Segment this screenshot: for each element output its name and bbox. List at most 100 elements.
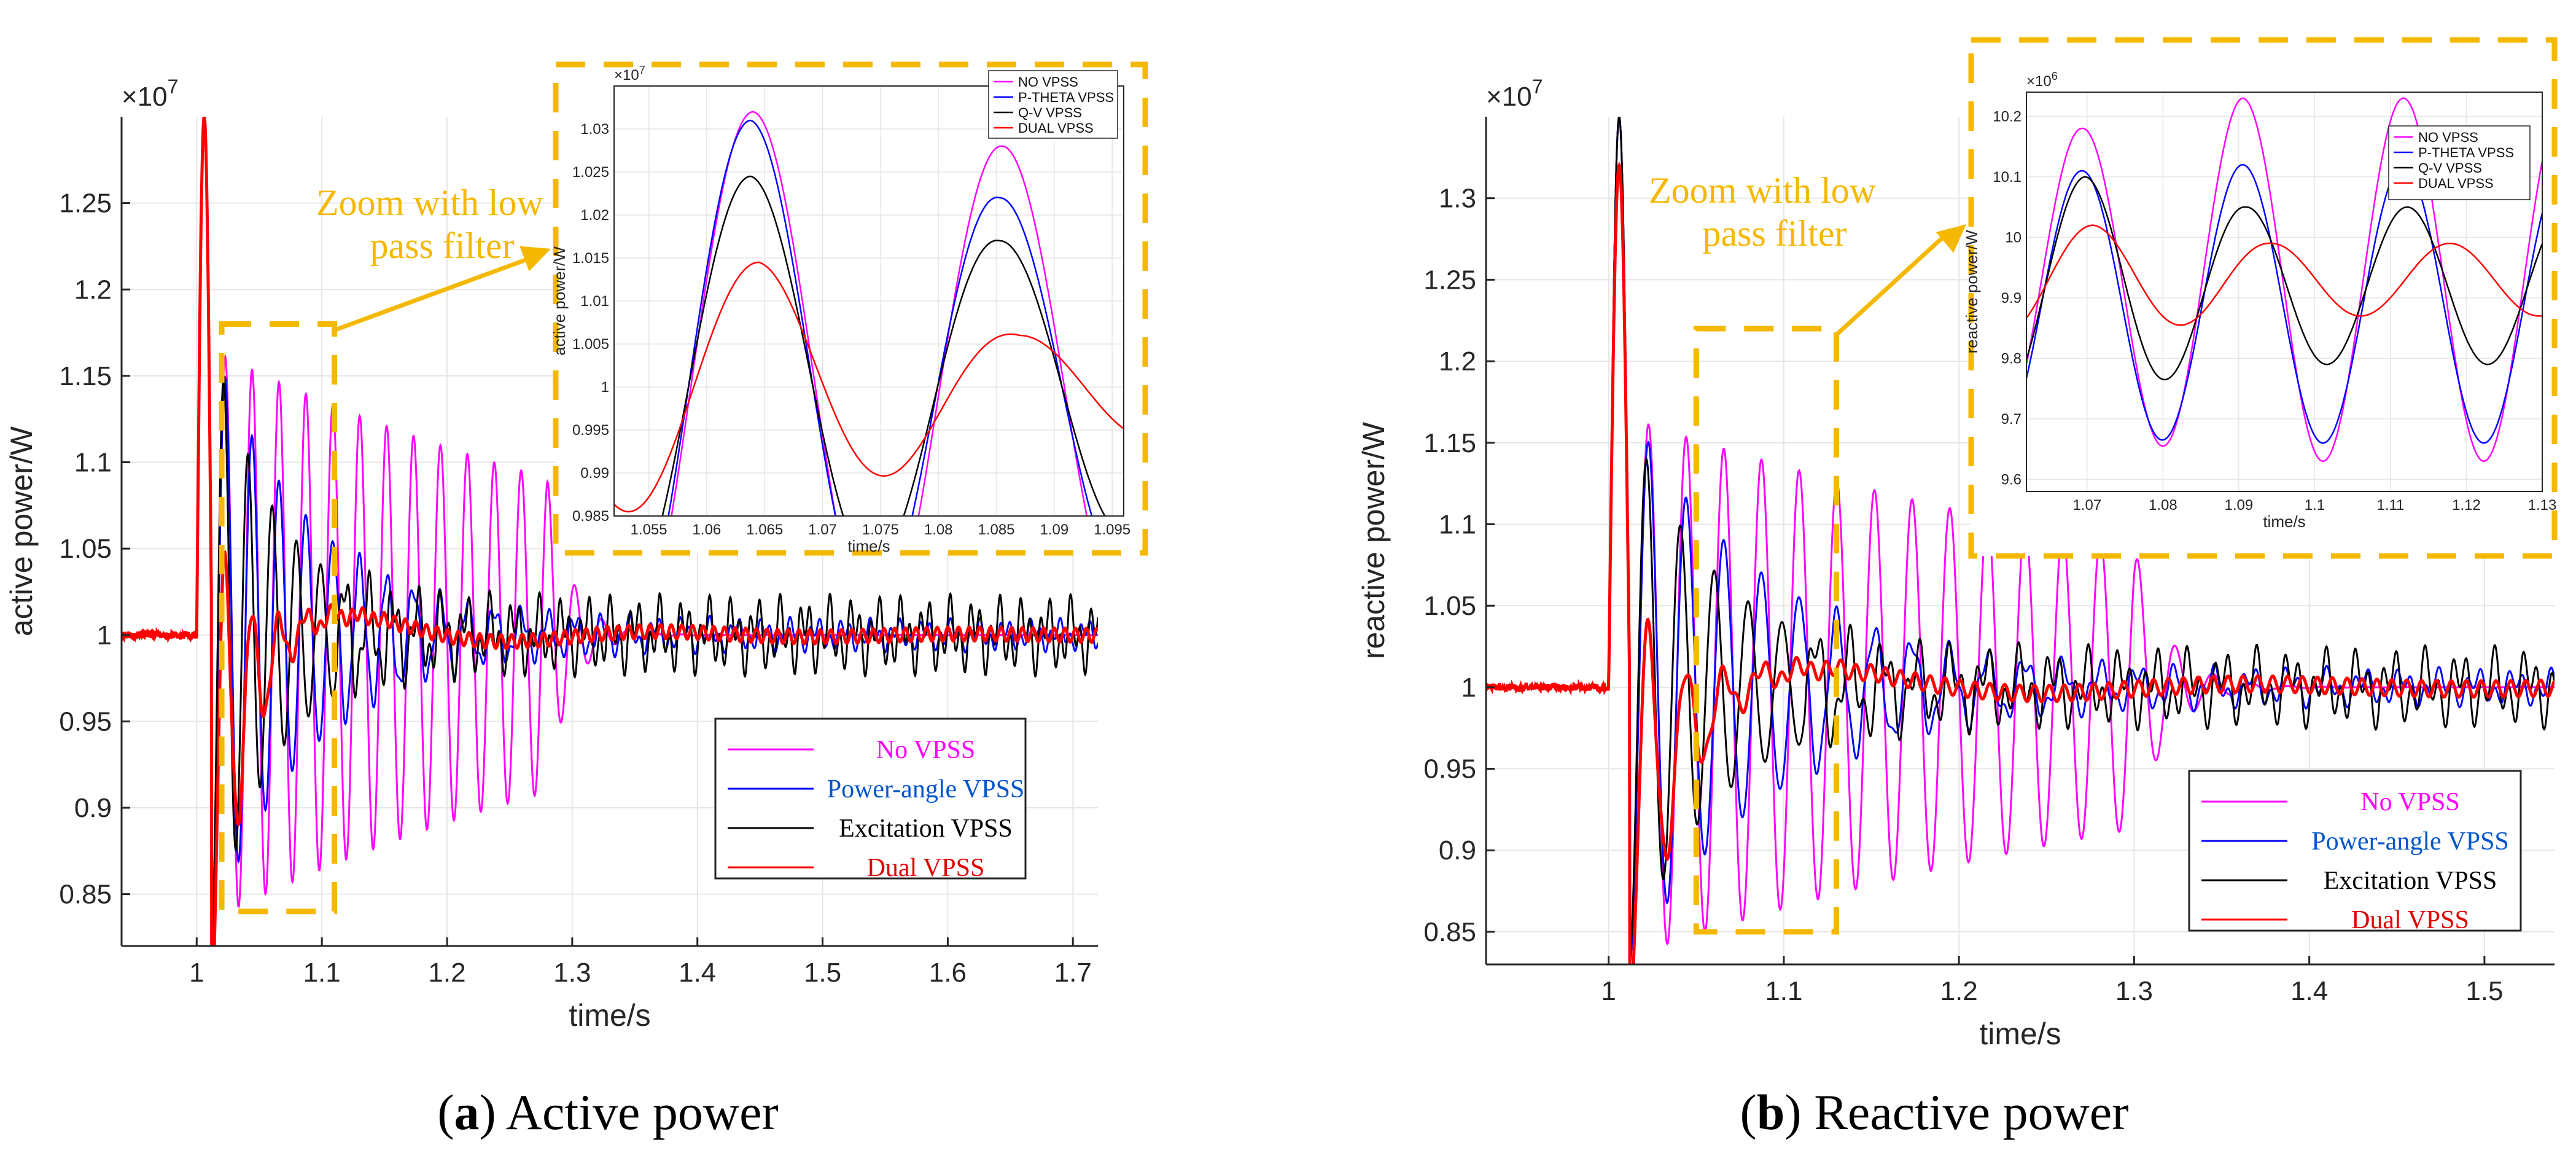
y-tick-label: 0.95 xyxy=(59,706,112,737)
inset-y-axis-label: reactive power/W xyxy=(1963,230,1981,353)
inset-legend-entry: Q-V VPSS xyxy=(1018,105,1082,120)
caption-letter: a xyxy=(454,1084,480,1140)
inset-series-line-p-theta-vpss xyxy=(2026,163,2542,444)
inset-y-tick-label: 1.005 xyxy=(572,336,609,353)
inset-x-tick-label: 1.08 xyxy=(2149,497,2177,514)
inset-x-axis-label: time/s xyxy=(847,537,890,555)
zoom-callout: Zoom with low pass filter xyxy=(316,182,551,332)
zoom-region-box xyxy=(219,321,338,915)
inset-x-tick-label: 1.055 xyxy=(631,522,667,538)
inset-y-tick-label: 1.03 xyxy=(580,121,609,138)
inset-legend-entry: DUAL VPSS xyxy=(1018,120,1094,136)
inset-x-tick-label: 1.09 xyxy=(2225,497,2254,514)
y-tick-label: 0.85 xyxy=(59,880,112,910)
inset-y-axis-multiplier: ×106 xyxy=(2026,70,2058,90)
y-tick-label: 0.9 xyxy=(74,793,112,823)
inset-series-line-dual-vpss xyxy=(2026,224,2542,326)
y-tick-label: 1.25 xyxy=(1423,265,1476,295)
legend: No VPSS Power-angle VPSS Excitation VPSS Du… xyxy=(714,717,1027,882)
axes: 1 1.1 1.2 1.3 1.4 1.5 1.6 1.7 0.85 0.9 0.95 1 1.05 1.… xyxy=(4,76,1098,1033)
x-tick-label: 1.2 xyxy=(428,958,465,988)
inset-y-tick-label: 1.015 xyxy=(572,250,609,267)
callout-arrow-head xyxy=(1936,224,1966,253)
legend: No VPSS Power-angle VPSS Excitation VPSS Du… xyxy=(2188,770,2522,934)
y-tick-label: 1 xyxy=(1461,673,1476,703)
inset-y-tick-label: 0.99 xyxy=(580,465,609,482)
zoom-region-box xyxy=(1693,326,1839,935)
y-tick-label: 1 xyxy=(97,620,112,651)
y-tick-label: 1.1 xyxy=(74,448,112,478)
inset-series-line-dual-vpss xyxy=(614,261,1124,513)
series-line-no-vpss xyxy=(1486,117,2555,956)
x-axis-label: time/s xyxy=(569,998,650,1033)
inset-legend-entry: DUAL VPSS xyxy=(2418,176,2494,191)
series-lines xyxy=(122,117,1098,946)
caption-open: ( xyxy=(1740,1084,1757,1140)
y-axis-label: active power/W xyxy=(4,426,39,636)
x-tick-label: 1.6 xyxy=(929,958,967,988)
x-tick-label: 1.5 xyxy=(804,958,841,988)
inset-legend-entry: P-THETA VPSS xyxy=(2418,145,2514,160)
caption-letter: b xyxy=(1757,1084,1785,1140)
caption-text: Active power xyxy=(506,1084,779,1140)
y-axis-multiplier: ×107 xyxy=(1486,76,1543,112)
y-tick-label: 1.1 xyxy=(1439,509,1476,539)
x-tick-label: 1 xyxy=(189,958,204,988)
y-tick-label: 1.2 xyxy=(1439,346,1476,377)
inset-y-tick-label: 10 xyxy=(2005,229,2021,246)
legend-entry: Power-angle VPSS xyxy=(827,775,1025,803)
panel-reactive-power: 1 1.1 1.2 1.3 1.4 1.5 0.85 0.9 0.95 1 1.05 1.1 1.15 1… xyxy=(1356,37,2558,1140)
callout-line-2: pass filter xyxy=(1703,213,1847,254)
inset-x-tick-label: 1.075 xyxy=(862,522,899,538)
panel-caption: (a) Active power xyxy=(437,1084,779,1140)
callout-line-1: Zoom with low xyxy=(1649,170,1877,211)
inset-x-tick-label: 1.13 xyxy=(2528,497,2557,514)
inset-x-tick-label: 1.065 xyxy=(746,522,783,538)
legend-entry: Power-angle VPSS xyxy=(2311,827,2509,856)
callout-arrow-line xyxy=(333,255,534,332)
inset-y-tick-label: 1.02 xyxy=(580,207,609,224)
legend-box xyxy=(2188,770,2522,932)
inset-y-tick-label: 9.6 xyxy=(2001,471,2021,488)
y-tick-label: 1.3 xyxy=(1439,184,1476,214)
x-tick-label: 1.5 xyxy=(2465,976,2503,1006)
x-tick-label: 1.1 xyxy=(1765,976,1802,1006)
panel-caption: (b) Reactive power xyxy=(1740,1084,2129,1140)
legend-entry: No VPSS xyxy=(2360,788,2459,816)
x-tick-label: 1.1 xyxy=(303,958,341,988)
inset-y-tick-label: 9.9 xyxy=(2001,290,2021,307)
series-line-dual-vpss xyxy=(122,117,1098,946)
legend-entry: Excitation VPSS xyxy=(2324,867,2497,895)
inset-legend-box xyxy=(2388,125,2531,200)
inset-x-tick-label: 1.09 xyxy=(1040,522,1068,538)
inset-series-line-p-theta-vpss xyxy=(667,119,1093,516)
zoom-callout: Zoom with low pass filter xyxy=(1649,170,1966,337)
inset-series-line-q-v-vpss xyxy=(2026,176,2542,381)
y-tick-label: 1.25 xyxy=(59,189,112,219)
y-tick-label: 1.15 xyxy=(59,361,112,391)
inset-x-tick-label: 1.08 xyxy=(924,522,953,538)
x-tick-label: 1.4 xyxy=(679,958,716,988)
inset-x-tick-label: 1.07 xyxy=(2072,497,2101,514)
caption-text: Reactive power xyxy=(1814,1084,2128,1140)
caption-close: ) xyxy=(1784,1084,1814,1140)
inset-frame xyxy=(553,61,1148,556)
series-line-excitation-vpss xyxy=(1486,117,2555,960)
y-tick-label: 1.05 xyxy=(59,534,112,564)
zoom-inset: 1.055 1.06 1.065 1.07 1.075 1.08 1.085 1.09 1.09… xyxy=(550,61,1148,556)
x-tick-label: 1.3 xyxy=(2115,976,2153,1006)
inset-legend-entry: Q-V VPSS xyxy=(2418,160,2482,176)
inset-y-tick-label: 9.8 xyxy=(2001,350,2021,367)
x-tick-label: 1.7 xyxy=(1054,958,1092,988)
legend-box xyxy=(714,717,1027,880)
series-lines xyxy=(1486,117,2555,964)
inset-y-tick-label: 10.2 xyxy=(1993,108,2021,125)
legend-entry: Excitation VPSS xyxy=(839,815,1013,843)
inset-x-tick-label: 1.095 xyxy=(1094,522,1130,538)
inset-y-axis-multiplier: ×107 xyxy=(614,64,645,84)
inset-legend-entry: P-THETA VPSS xyxy=(1018,90,1114,105)
inset-y-axis-label: active power/W xyxy=(550,246,569,356)
caption-open: ( xyxy=(437,1084,454,1140)
inset-y-tick-label: 10.1 xyxy=(1993,169,2021,186)
inset-y-tick-label: 0.985 xyxy=(572,508,609,525)
